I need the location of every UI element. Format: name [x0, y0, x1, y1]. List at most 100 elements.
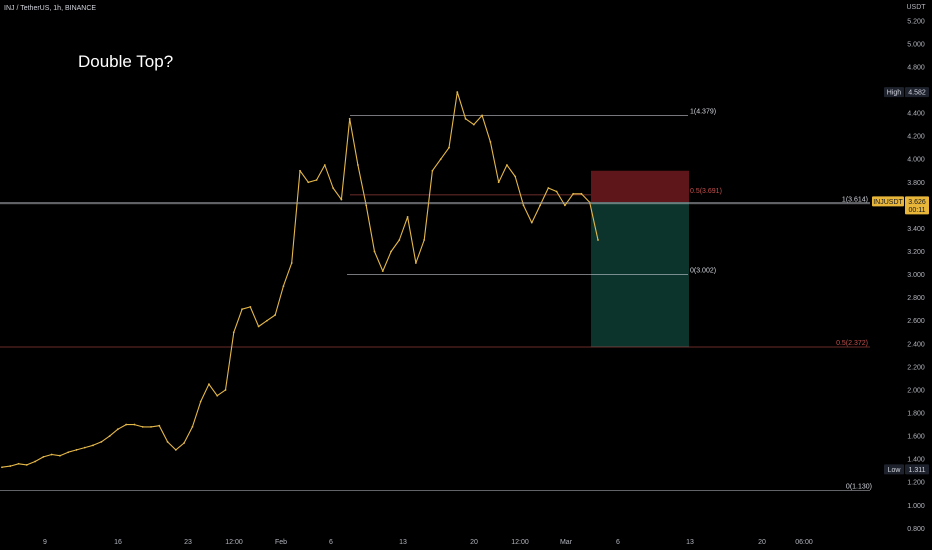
price-point: [141, 425, 144, 428]
y-tick-label: 3.200: [907, 249, 925, 256]
low-tag: [884, 464, 904, 475]
x-tick-label: 9: [43, 539, 47, 546]
price-point: [580, 192, 583, 195]
y-tick-label: 2.000: [907, 387, 925, 394]
level-label: 1(4.379): [690, 108, 716, 115]
price-point: [9, 465, 12, 467]
y-tick-label: 3.800: [907, 180, 925, 187]
price-point: [232, 331, 235, 334]
currency-label: USDT: [906, 4, 926, 11]
price-point: [481, 114, 484, 117]
price-point: [547, 187, 550, 189]
level-label: 0.5(2.372): [836, 340, 868, 347]
y-tick-label: 4.800: [907, 64, 925, 71]
price-point: [249, 305, 252, 308]
low-value: 1.311: [909, 467, 926, 474]
price-point: [125, 423, 128, 426]
price-point: [166, 440, 169, 443]
price-line: [1, 91, 599, 468]
price-point: [315, 179, 318, 181]
price-point: [208, 383, 210, 386]
price-point: [50, 453, 53, 456]
symbol-tag-label: INJUSDT: [873, 199, 903, 206]
price-point: [489, 141, 492, 143]
price-point: [67, 451, 70, 454]
price-point: [150, 425, 152, 428]
price-tag: [905, 196, 929, 215]
price-point: [406, 215, 409, 218]
price-point: [373, 250, 376, 253]
price-point: [530, 221, 533, 224]
high-label: High: [887, 90, 902, 97]
x-tick-label: 13: [686, 539, 694, 546]
price-point: [456, 91, 459, 93]
level-label: 0(3.002): [690, 267, 716, 274]
y-tick-label: 2.400: [907, 341, 925, 348]
y-tick-label: 2.800: [907, 295, 925, 302]
price-point: [183, 442, 186, 444]
x-tick-label: Feb: [275, 539, 287, 546]
price-point: [108, 435, 111, 437]
price-tag-value: 3.626: [908, 199, 926, 206]
x-tick-label: 6: [329, 539, 333, 546]
y-tick-label: 1.600: [907, 434, 925, 441]
y-tick-label: 4.400: [907, 111, 925, 118]
countdown-label: 00:11: [909, 207, 926, 214]
y-tick-label: 1.800: [907, 411, 925, 418]
price-point: [299, 169, 301, 172]
x-tick-label: 20: [470, 539, 478, 546]
low-label: Low: [888, 467, 902, 474]
x-tick-label: 13: [399, 539, 407, 546]
price-point: [92, 444, 94, 447]
price-point: [365, 204, 368, 207]
stop-loss-zone: [591, 170, 689, 203]
y-tick-label: 5.200: [907, 18, 925, 25]
price-point: [100, 440, 103, 443]
price-point: [158, 424, 161, 427]
y-tick-label: 1.200: [907, 480, 925, 487]
price-point: [357, 164, 359, 166]
price-point: [597, 239, 599, 241]
price-point: [497, 181, 500, 184]
price-point: [199, 400, 202, 403]
price-point: [25, 464, 28, 466]
y-tick-label: 3.000: [907, 272, 925, 279]
price-point: [381, 270, 384, 273]
x-tick-label: 12:00: [511, 539, 529, 546]
annotation-text: Double Top?: [78, 52, 174, 71]
level-label: 0.5(3.691): [690, 188, 722, 195]
low-value-tag: [905, 464, 929, 475]
price-point: [290, 262, 293, 264]
y-tick-label: 4.200: [907, 134, 925, 141]
price-point: [133, 423, 136, 426]
high-value: 4.582: [908, 90, 926, 97]
price-point: [83, 446, 86, 449]
price-point: [506, 164, 508, 166]
price-point: [332, 187, 335, 189]
y-tick-label: 2.600: [907, 318, 925, 325]
symbol-tag: [872, 196, 904, 207]
price-point: [439, 158, 442, 161]
price-point: [448, 146, 450, 149]
price-point: [539, 204, 541, 207]
price-point: [555, 190, 558, 193]
price-point: [414, 262, 417, 264]
price-point: [265, 319, 268, 322]
price-point: [282, 285, 285, 288]
price-point: [241, 308, 243, 311]
x-tick-label: 23: [184, 539, 192, 546]
level-label: 0(1.130): [846, 483, 872, 490]
price-point: [116, 428, 119, 431]
high-value-tag: [905, 87, 929, 98]
x-tick-label: 12:00: [225, 539, 243, 546]
price-point: [522, 204, 525, 207]
price-point: [340, 198, 343, 201]
y-tick-label: 1.000: [907, 503, 925, 510]
y-tick-label: 3.400: [907, 226, 925, 233]
price-point: [42, 455, 45, 458]
price-point: [191, 425, 194, 428]
x-tick-label: Mar: [560, 539, 573, 546]
price-point: [398, 239, 401, 241]
x-tick-label: 16: [114, 539, 122, 546]
